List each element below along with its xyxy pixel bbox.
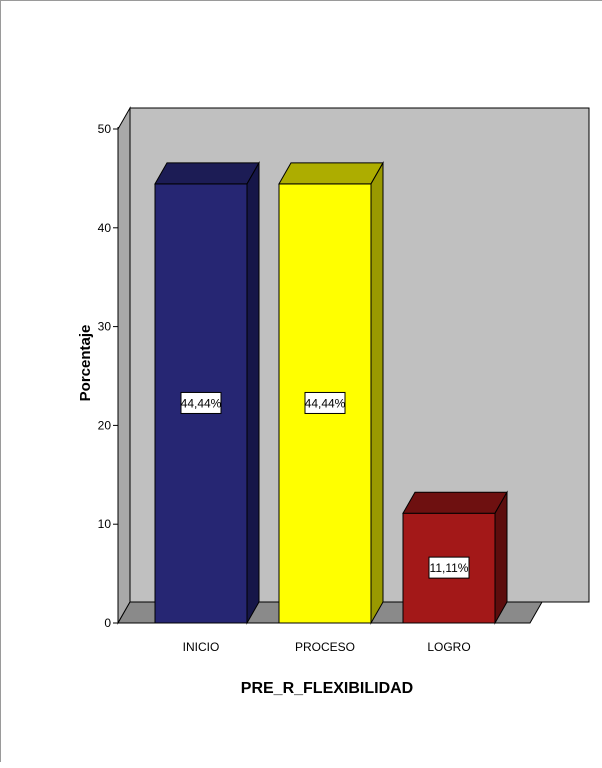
y-tick-label: 0 (104, 616, 111, 630)
bar-side (494, 490, 508, 625)
x-tick-label: PROCESO (295, 640, 355, 654)
side-wall (117, 106, 131, 625)
bar-top (402, 491, 508, 514)
x-tick-label: INICIO (183, 640, 220, 654)
y-tick-label: 20 (98, 418, 112, 432)
data-label-box (304, 391, 346, 414)
x-axis-title: PRE_R_FLEXIBILIDAD (241, 680, 413, 697)
x-axis-tick-labels: INICIO PROCESO LOGRO (183, 640, 471, 654)
data-label-box (180, 391, 222, 414)
bar-side (246, 161, 260, 625)
data-label: 11,11% (430, 561, 469, 575)
y-tick-label: 50 (98, 122, 112, 136)
bar-side (370, 161, 384, 625)
y-axis: 0 10 20 30 40 50 (98, 122, 119, 630)
x-tick-label: LOGRO (427, 640, 470, 654)
data-label: 44,44% (305, 396, 346, 410)
y-tick-label: 10 (98, 517, 112, 531)
bar-top (154, 162, 260, 185)
y-tick-label: 40 (98, 221, 112, 235)
y-axis-title: Porcentaje (77, 325, 94, 402)
y-tick-label: 30 (98, 320, 112, 334)
data-label: 44,44% (181, 396, 222, 410)
data-label-box (428, 556, 470, 579)
bar-top (278, 162, 384, 185)
data-labels: 44,44% 44,44% 11,11% (180, 391, 470, 579)
